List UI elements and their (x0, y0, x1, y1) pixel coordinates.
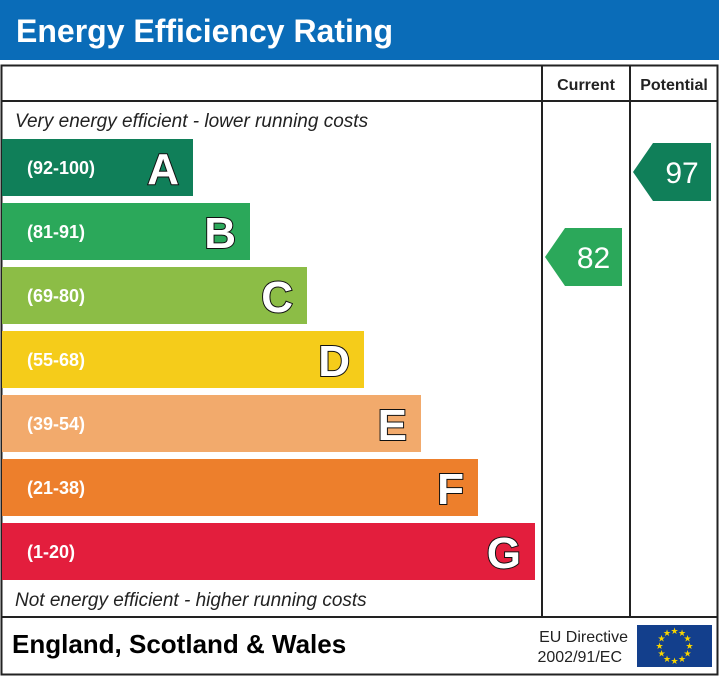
current-header: Current (557, 77, 615, 94)
svg-text:★: ★ (685, 641, 693, 651)
svg-text:★: ★ (670, 656, 678, 666)
band-bar-G (2, 523, 535, 580)
band-bar-A (2, 139, 193, 196)
band-range-B: (81-91) (27, 222, 85, 242)
outer-frame (0, 64, 719, 676)
band-letter-B: B (204, 209, 236, 258)
svg-text:★: ★ (663, 654, 671, 664)
band-bar-C (2, 267, 307, 324)
band-letter-D: D (318, 337, 350, 386)
band-letter-C: C (261, 273, 293, 322)
band-range-E: (39-54) (27, 414, 85, 434)
band-letter-G: G (487, 529, 521, 578)
eu-flag-icon: ★ ★★★★★★★★★★★ (637, 625, 712, 667)
band-letter-E: E (378, 401, 407, 450)
band-bar-F (2, 459, 478, 516)
potential-header: Potential (640, 77, 708, 94)
band-range-A: (92-100) (27, 158, 95, 178)
eu-directive-line1: EU Directive (539, 629, 628, 646)
current-rating-arrow (545, 228, 622, 286)
svg-text:★: ★ (678, 654, 686, 664)
band-range-F: (21-38) (27, 478, 85, 498)
eu-directive-line2: 2002/91/EC (537, 649, 622, 666)
svg-text:★: ★ (683, 649, 691, 659)
band-range-G: (1-20) (27, 542, 75, 562)
svg-text:★: ★ (678, 628, 686, 638)
current-rating-value: 82 (577, 242, 610, 275)
svg-text:★: ★ (683, 634, 691, 644)
band-letter-A: A (147, 145, 179, 194)
svg-text:★: ★ (663, 628, 671, 638)
potential-rating-value: 97 (665, 157, 698, 190)
band-bar-B (2, 203, 250, 260)
svg-text:★: ★ (655, 641, 663, 651)
svg-text:★: ★ (670, 626, 678, 636)
bottom-note: Not energy efficient - higher running co… (15, 590, 367, 611)
footer-region: England, Scotland & Wales (12, 629, 346, 659)
svg-text:★: ★ (657, 634, 665, 644)
title-bar (0, 0, 719, 60)
chart-title: Energy Efficiency Rating (16, 13, 393, 49)
band-range-C: (69-80) (27, 286, 85, 306)
potential-rating-arrow (633, 143, 711, 201)
band-letter-F: F (437, 465, 464, 514)
band-bar-E (2, 395, 421, 452)
band-bar-D (2, 331, 364, 388)
band-range-D: (55-68) (27, 350, 85, 370)
svg-text:★: ★ (657, 649, 665, 659)
top-note: Very energy efficient - lower running co… (15, 111, 369, 132)
